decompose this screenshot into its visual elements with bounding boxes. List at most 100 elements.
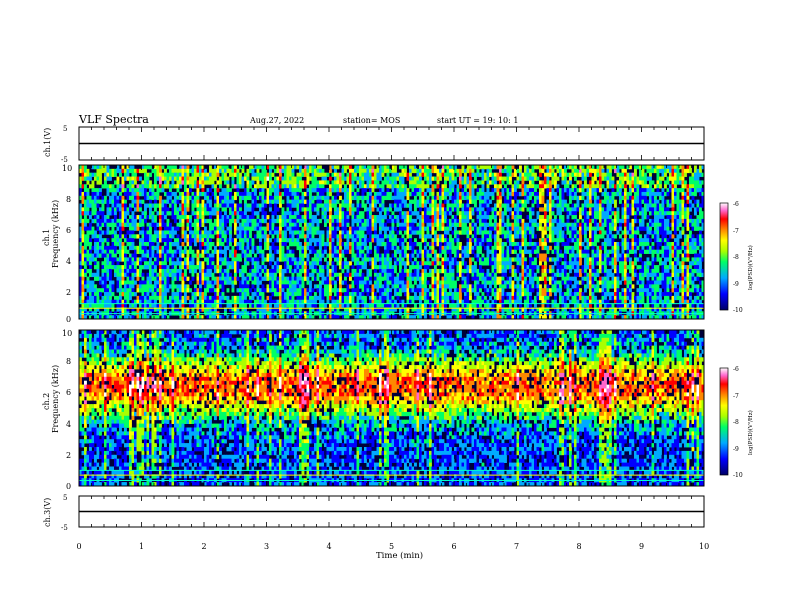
spectrogram-cell — [369, 303, 372, 308]
spectrogram-cell — [459, 284, 462, 289]
spectrogram-cell — [171, 226, 175, 231]
spectrogram-cell — [289, 215, 292, 220]
spectrogram-cell — [109, 280, 112, 285]
spectrogram-cell — [304, 226, 307, 231]
spectrogram-cell — [339, 261, 342, 266]
spectrogram-cell — [421, 307, 425, 312]
spectrogram-cell — [241, 292, 245, 297]
spectrogram-cell — [249, 234, 252, 239]
spectrogram-cell — [164, 303, 167, 308]
spectrogram-cell — [106, 265, 110, 270]
spectrogram-cell — [129, 230, 132, 235]
spectrogram-cell — [149, 303, 152, 308]
spectrogram-cell — [296, 242, 300, 247]
spectrogram-cell — [89, 307, 92, 312]
spectrogram-cell — [201, 242, 205, 247]
spectrogram-cell — [111, 218, 115, 224]
spectrogram-cell — [436, 218, 440, 224]
spectrogram-cell — [169, 176, 172, 181]
spectrogram-cell — [454, 215, 457, 220]
spectrogram-cell — [376, 265, 380, 270]
spectrogram-cell — [336, 315, 340, 320]
spectrogram-cell — [301, 191, 305, 197]
spectrogram-cell — [441, 249, 445, 254]
spectrogram-cell — [416, 180, 420, 185]
spectrogram-cell — [194, 268, 197, 274]
spectrogram-cell — [456, 249, 460, 254]
spectrogram-cell — [259, 295, 262, 301]
spectrogram-cell — [381, 295, 385, 301]
spectrogram-cell — [404, 172, 407, 177]
spectrogram-cell — [321, 215, 325, 220]
spectrogram-cell — [96, 292, 100, 297]
spectrogram-cell — [254, 184, 257, 189]
spectrogram-cell — [469, 195, 472, 201]
spectrogram-cell — [319, 188, 322, 193]
spectrogram-cell — [276, 191, 280, 197]
spectrogram-cell — [204, 226, 207, 231]
spectrogram-cell — [196, 215, 200, 220]
spectrogram-cell — [249, 238, 252, 243]
spectrogram-cell — [361, 295, 365, 301]
spectrogram-cell — [246, 218, 250, 224]
spectrogram-cell — [181, 272, 185, 278]
spectrogram-cell — [281, 299, 285, 304]
spectrogram-cell — [439, 195, 442, 201]
spectrogram-cell — [394, 215, 397, 220]
spectrogram-cell — [416, 265, 420, 270]
spectrogram-cell — [259, 303, 262, 308]
spectrogram-cell — [279, 245, 282, 251]
spectrogram-cell — [346, 203, 350, 208]
spectrogram-cell — [156, 238, 160, 243]
spectrogram-cell — [469, 226, 472, 231]
spectrogram-cell — [154, 234, 157, 239]
spectrogram-cell — [259, 315, 262, 320]
spectrogram-cell — [231, 307, 235, 312]
spectrogram-cell — [191, 303, 195, 308]
spectrogram-cell — [126, 222, 130, 227]
spectrogram-cell — [329, 203, 332, 208]
spectrogram-cell — [174, 203, 177, 208]
spectrogram-cell — [421, 272, 425, 278]
spectrogram-cell — [101, 272, 105, 278]
spectrogram-cell — [79, 226, 82, 231]
spectrogram-cell — [311, 222, 315, 227]
spectrogram-cell — [356, 191, 360, 197]
spectrogram-cell — [414, 249, 417, 254]
spectrogram-cell — [81, 176, 85, 181]
spectrogram-cell — [364, 218, 367, 224]
spectrogram-cell — [241, 211, 245, 216]
spectrogram-cell — [339, 211, 342, 216]
spectrogram-cell — [376, 242, 380, 247]
spectrogram-cell — [229, 230, 232, 235]
spectrogram-cell — [279, 176, 282, 181]
spectrogram-cell — [214, 191, 217, 197]
spectrogram-cell — [244, 176, 247, 181]
spectrogram-cell — [131, 188, 135, 193]
spectrogram-cell — [276, 230, 280, 235]
spectrogram-cell — [274, 303, 277, 308]
spectrogram-cell — [274, 265, 277, 270]
spectrogram-cell — [444, 257, 447, 262]
spectrogram-cell — [174, 268, 177, 274]
spectrogram-cell — [354, 292, 357, 297]
spectrogram-cell — [189, 230, 192, 235]
spectrogram-cell — [226, 280, 230, 285]
spectrogram-cell — [359, 230, 362, 235]
spectrogram-cell — [449, 265, 452, 270]
spectrogram-cell — [394, 280, 397, 285]
spectrogram-cell — [261, 207, 265, 212]
spectrogram-cell — [131, 242, 135, 247]
spectrogram-cell — [299, 199, 302, 204]
spectrogram-cell — [374, 284, 377, 289]
spectrogram-cell — [446, 176, 450, 181]
spectrogram-cell — [436, 272, 440, 278]
spectrogram-cell — [319, 191, 322, 197]
spectrogram-cell — [294, 188, 297, 193]
spectrogram-cell — [431, 307, 435, 312]
spectrogram-cell — [381, 180, 385, 185]
spectrogram-cell — [349, 299, 352, 304]
spectrogram-cell — [166, 238, 170, 243]
spectrogram-cell — [411, 249, 415, 254]
spectrogram-cell — [166, 226, 170, 231]
